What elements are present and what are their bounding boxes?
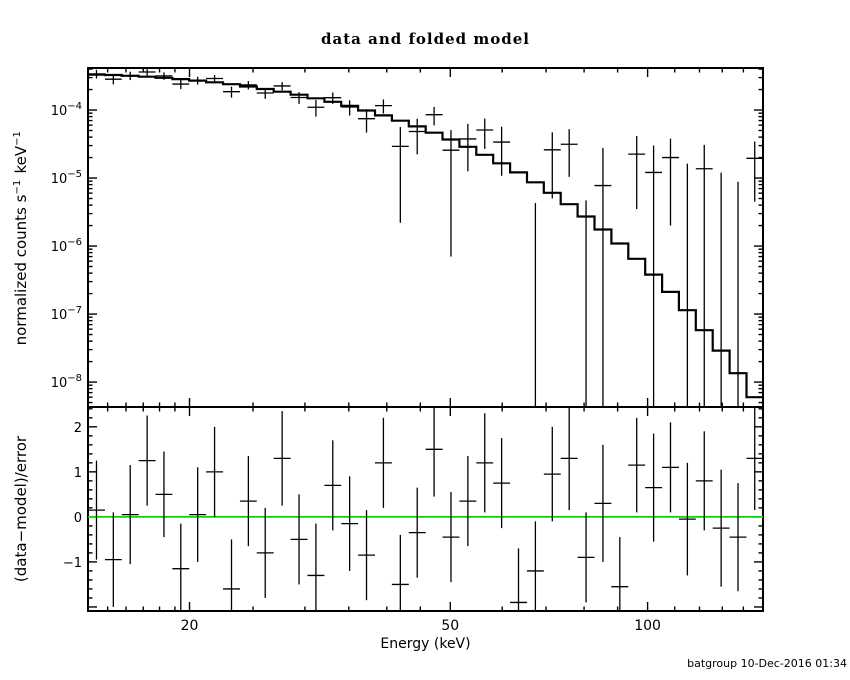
y-tick-label: −1 — [63, 556, 82, 571]
x-tick-label: 20 — [181, 618, 199, 634]
y-tick-label: 10−4 — [51, 101, 82, 119]
residual-points — [88, 407, 763, 611]
y-tick-label: 10−6 — [51, 237, 82, 255]
page-title: data and folded model — [321, 30, 530, 48]
y-tick-label: 1 — [74, 466, 82, 481]
axis-ticks — [88, 68, 763, 611]
y-axis-label-residuals: (data−model)/error — [12, 435, 30, 582]
y-axis-label-counts: normalized counts s−1 keV−1 — [12, 130, 30, 346]
x-tick-label: 50 — [441, 618, 459, 634]
panel-frames — [87, 67, 764, 612]
x-tick-label: 100 — [634, 618, 661, 634]
data-points — [88, 68, 763, 407]
y-tick-label: 0 — [74, 511, 82, 526]
credit-stamp: batgroup 10-Dec-2016 01:34 — [687, 657, 847, 670]
y-tick-label: 10−7 — [51, 305, 82, 323]
bottom-panel-frame — [87, 406, 764, 612]
y-tick-label: 10−8 — [51, 373, 82, 391]
x-axis-label: Energy (keV) — [380, 636, 470, 652]
y-tick-label: 2 — [74, 421, 82, 436]
y-tick-label: 10−5 — [51, 169, 82, 187]
